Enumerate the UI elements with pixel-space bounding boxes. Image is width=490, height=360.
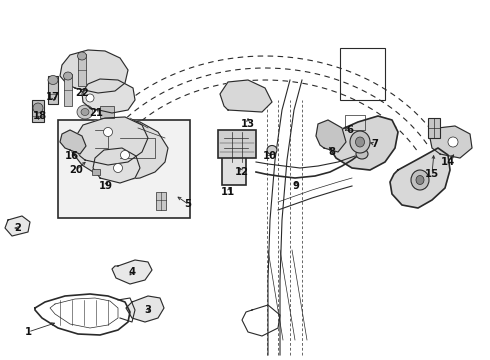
Text: 22: 22 xyxy=(75,88,89,98)
Polygon shape xyxy=(75,117,148,165)
Bar xyxy=(340,48,385,100)
Bar xyxy=(48,76,58,104)
Polygon shape xyxy=(5,216,30,236)
Text: 17: 17 xyxy=(46,92,60,102)
Bar xyxy=(32,100,44,122)
Ellipse shape xyxy=(350,131,370,153)
Ellipse shape xyxy=(33,103,43,113)
Text: 2: 2 xyxy=(15,223,22,233)
Text: 19: 19 xyxy=(99,181,113,191)
Polygon shape xyxy=(82,79,135,113)
Text: 8: 8 xyxy=(328,147,336,157)
Ellipse shape xyxy=(114,163,122,172)
Ellipse shape xyxy=(356,149,368,159)
Ellipse shape xyxy=(416,175,424,184)
Polygon shape xyxy=(112,260,152,284)
Text: 1: 1 xyxy=(24,327,31,337)
Text: 20: 20 xyxy=(69,165,83,175)
Text: 6: 6 xyxy=(346,125,353,135)
Bar xyxy=(222,157,246,185)
Bar xyxy=(218,130,256,158)
Ellipse shape xyxy=(77,105,93,119)
Text: 7: 7 xyxy=(371,139,378,149)
Polygon shape xyxy=(60,50,128,93)
Ellipse shape xyxy=(448,137,458,147)
Polygon shape xyxy=(60,130,86,154)
Bar xyxy=(64,74,72,106)
Text: 4: 4 xyxy=(128,267,136,277)
Ellipse shape xyxy=(103,127,113,136)
Polygon shape xyxy=(316,120,346,152)
Text: 10: 10 xyxy=(263,151,277,161)
Bar xyxy=(428,118,440,138)
Polygon shape xyxy=(326,116,398,170)
FancyBboxPatch shape xyxy=(58,120,190,218)
Ellipse shape xyxy=(48,76,58,85)
Text: 14: 14 xyxy=(441,157,455,167)
Ellipse shape xyxy=(267,145,277,154)
Bar xyxy=(78,54,86,86)
Polygon shape xyxy=(390,148,450,208)
Bar xyxy=(100,106,114,118)
Text: 21: 21 xyxy=(89,108,103,118)
Bar xyxy=(156,192,166,210)
Text: 15: 15 xyxy=(425,169,439,179)
Ellipse shape xyxy=(411,170,429,190)
Ellipse shape xyxy=(81,108,89,116)
Polygon shape xyxy=(126,296,164,322)
Polygon shape xyxy=(72,118,168,180)
Bar xyxy=(92,169,100,175)
Text: 12: 12 xyxy=(235,167,249,177)
Polygon shape xyxy=(93,148,140,183)
Ellipse shape xyxy=(121,150,129,159)
Ellipse shape xyxy=(86,94,94,102)
Polygon shape xyxy=(220,80,272,112)
Text: 5: 5 xyxy=(185,199,192,209)
Text: 3: 3 xyxy=(145,305,151,315)
Text: 13: 13 xyxy=(241,119,255,129)
Ellipse shape xyxy=(356,137,365,147)
Text: 11: 11 xyxy=(221,187,235,197)
Ellipse shape xyxy=(64,72,73,80)
Text: 16: 16 xyxy=(65,151,79,161)
Text: 9: 9 xyxy=(293,181,299,191)
Ellipse shape xyxy=(77,52,87,60)
Text: 18: 18 xyxy=(33,111,47,121)
Polygon shape xyxy=(430,126,472,158)
